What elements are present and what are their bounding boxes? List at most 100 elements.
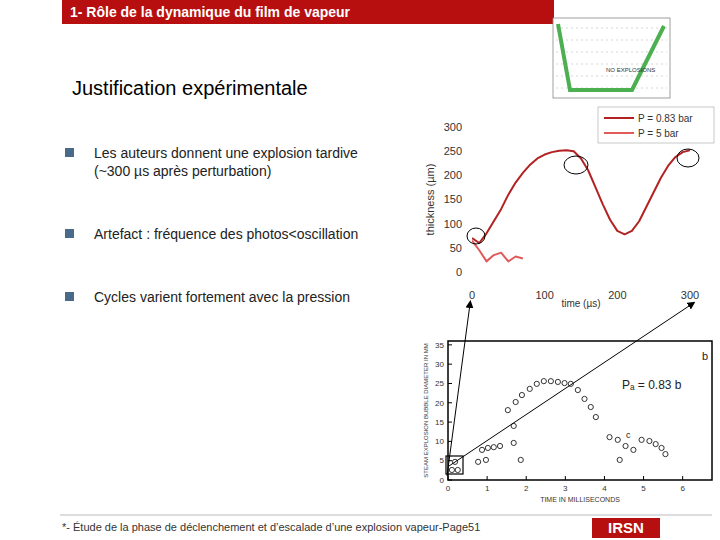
subtitle: Justification expérimentale xyxy=(72,77,308,99)
y-tick xyxy=(448,364,452,365)
scatter-point xyxy=(541,379,546,384)
legend-label: P = 0.83 bar xyxy=(638,113,693,124)
bullet-icon xyxy=(65,292,74,301)
x-tick-label: 0 xyxy=(446,484,451,493)
annotation: Pₐ = 0.83 b xyxy=(622,378,682,392)
y-tick xyxy=(448,422,452,423)
y-tick-label: 10 xyxy=(435,437,444,446)
bullet-text: Cycles varient fortement avec la pressio… xyxy=(94,289,350,305)
footer-text: *- Étude de la phase de déclenchement et… xyxy=(62,521,480,533)
scatter-point xyxy=(485,445,490,450)
inset-label: NO EXPLOSIONS xyxy=(606,67,655,73)
x-tick xyxy=(682,476,683,480)
scatter-point xyxy=(518,457,523,462)
y-tick-label: 15 xyxy=(435,418,444,427)
x-axis-label: TIME IN MILLISECONDS xyxy=(540,496,620,503)
scatter-point xyxy=(588,404,593,409)
scatter-point xyxy=(555,379,560,384)
x-tick-label: 0 xyxy=(469,289,475,301)
scatter-point xyxy=(548,379,553,384)
scatter-point xyxy=(476,459,481,464)
x-tick-label: 1 xyxy=(485,484,490,493)
legend-box xyxy=(598,107,714,143)
y-tick-label: 300 xyxy=(444,121,462,133)
y-tick-label: 250 xyxy=(444,145,462,157)
highlight-circle xyxy=(467,228,485,244)
highlight-circle xyxy=(677,149,699,167)
inset-row xyxy=(556,40,667,41)
y-tick xyxy=(448,402,452,403)
scatter-point xyxy=(653,441,658,446)
x-tick-label: 2 xyxy=(524,484,529,493)
scatter-point xyxy=(497,443,502,448)
scatter-point xyxy=(534,381,539,386)
logo-text: IRSN xyxy=(608,519,644,536)
scatter-point xyxy=(647,438,652,443)
x-tick-label: 5 xyxy=(641,484,646,493)
scatter-point xyxy=(631,447,636,452)
y-tick-label: 5 xyxy=(440,456,445,465)
inset-row xyxy=(556,28,667,29)
scatter-point xyxy=(505,408,510,413)
x-tick-label: 200 xyxy=(608,289,626,301)
y-tick-label: 35 xyxy=(435,341,444,350)
chart: 0501001502002503000100200300time (µs)thi… xyxy=(424,107,714,309)
y-tick xyxy=(448,344,452,345)
legend-swatch xyxy=(604,132,634,134)
y-axis-label: thickness (µm) xyxy=(424,164,436,236)
scatter-point xyxy=(479,447,484,452)
series-line xyxy=(472,150,690,243)
x-tick xyxy=(643,476,644,480)
slide: 1- Rôle de la dynamique du film de vapeu… xyxy=(0,0,720,540)
x-tick-label: 4 xyxy=(602,484,607,493)
scatter-point xyxy=(623,443,628,448)
y-tick-label: 25 xyxy=(435,379,444,388)
y-tick-label: 100 xyxy=(444,218,462,230)
scatter-point xyxy=(527,386,532,391)
logo-box xyxy=(592,518,660,538)
x-tick xyxy=(565,476,566,480)
scatter-point xyxy=(607,435,612,440)
plot-area xyxy=(472,150,690,261)
scatter-point xyxy=(483,457,488,462)
scatter-point xyxy=(449,467,454,472)
scatter-point xyxy=(617,457,622,462)
y-tick-label: 0 xyxy=(440,476,445,485)
y-tick xyxy=(448,383,452,384)
inset-frame xyxy=(553,18,670,98)
bullet-icon xyxy=(65,229,74,238)
scatter-point xyxy=(511,440,516,445)
scatter-point xyxy=(455,467,460,472)
annotation: c xyxy=(626,430,631,440)
scatter-point xyxy=(519,392,524,397)
chart: 051015202530350123456TIME IN MILLISECOND… xyxy=(423,341,712,503)
highlight-circle xyxy=(564,156,588,174)
scatter-point xyxy=(659,445,664,450)
link-arrow xyxy=(449,304,692,466)
x-tick-label: 100 xyxy=(535,289,553,301)
bullet-text: Artefact : fréquence des photos<oscillat… xyxy=(94,226,358,242)
y-tick-label: 20 xyxy=(435,399,444,408)
x-tick-label: 300 xyxy=(681,289,699,301)
footer-rule xyxy=(60,515,712,516)
inset-green-line xyxy=(558,24,664,90)
link-arrow xyxy=(447,304,470,476)
y-tick-label: 0 xyxy=(456,266,462,278)
x-tick xyxy=(526,476,527,480)
header-title: 1- Rôle de la dynamique du film de vapeu… xyxy=(70,4,351,20)
x-tick xyxy=(604,476,605,480)
x-tick xyxy=(487,476,488,480)
x-tick xyxy=(448,476,449,480)
header-bar xyxy=(62,0,554,24)
scatter-point xyxy=(491,445,496,450)
bullet-text: Les auteurs donnent une explosion tardiv… xyxy=(94,145,358,161)
annotation: b xyxy=(702,350,708,362)
y-tick-label: 50 xyxy=(450,242,462,254)
legend-label: P = 5 bar xyxy=(638,128,679,139)
bullet-icon xyxy=(65,148,74,157)
x-axis-label: time (µs) xyxy=(561,298,600,309)
x-tick-label: 3 xyxy=(563,484,568,493)
y-tick-label: 30 xyxy=(435,360,444,369)
scatter-point xyxy=(575,387,580,392)
scatter-point xyxy=(639,437,644,442)
